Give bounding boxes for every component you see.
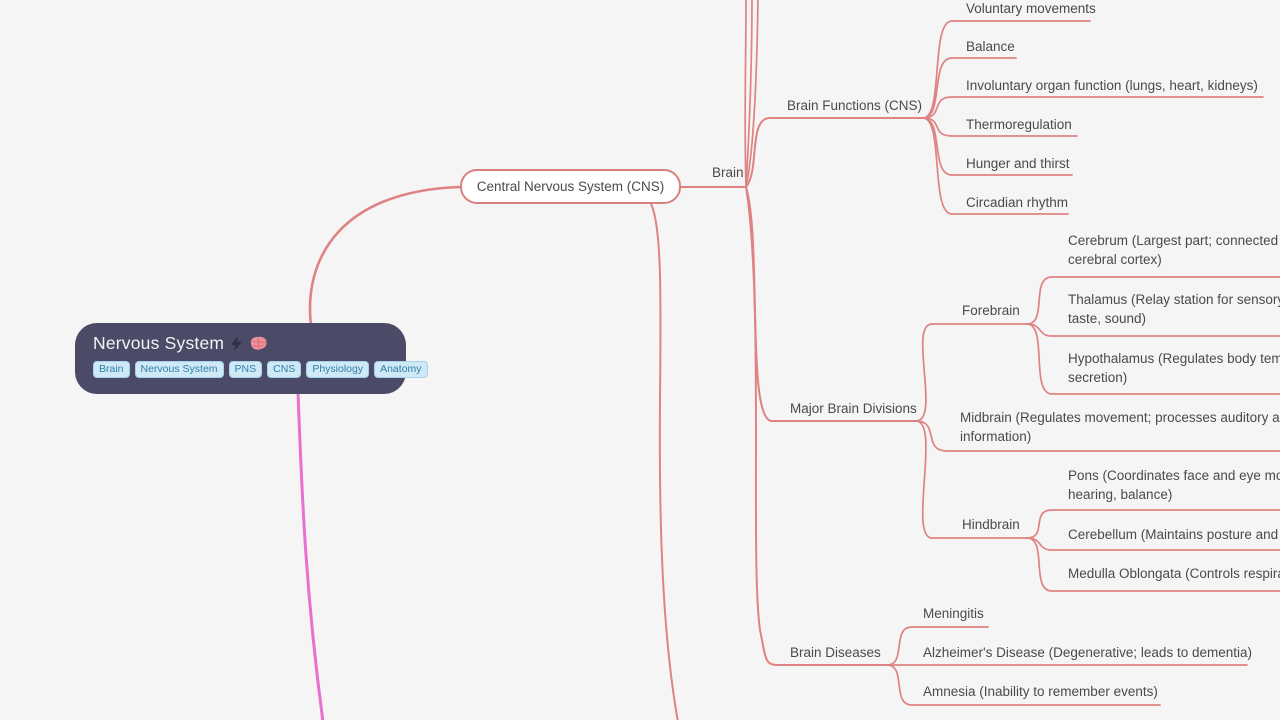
node-thalamus[interactable]: Thalamus (Relay station for sensory tast… (1068, 290, 1280, 328)
node-hypothalamus-line1: Hypothalamus (Regulates body tem (1068, 351, 1280, 366)
edge-cns-offscreen-bottom (649, 201, 679, 720)
node-forebrain[interactable]: Forebrain (962, 303, 1020, 318)
node-cerebrum[interactable]: Cerebrum (Largest part; connected b cere… (1068, 231, 1280, 269)
tag-physiology[interactable]: Physiology (306, 361, 370, 378)
edge-hind-medulla (1026, 537, 1280, 592)
edge-func-involuntary (922, 96, 1264, 119)
node-pons[interactable]: Pons (Coordinates face and eye mov heari… (1068, 466, 1280, 504)
node-thalamus-line1: Thalamus (Relay station for sensory (1068, 292, 1280, 307)
node-midbrain[interactable]: Midbrain (Regulates movement; processes … (960, 408, 1280, 446)
node-cerebrum-line2: cerebral cortex) (1068, 252, 1162, 267)
node-hypothalamus[interactable]: Hypothalamus (Regulates body tem secreti… (1068, 349, 1280, 387)
brain-icon (249, 335, 268, 352)
tag-brain[interactable]: Brain (93, 361, 130, 378)
node-involuntary-organ-function[interactable]: Involuntary organ function (lungs, heart… (966, 78, 1258, 93)
node-medulla-oblongata[interactable]: Medulla Oblongata (Controls respira (1068, 566, 1280, 581)
node-cerebellum[interactable]: Cerebellum (Maintains posture and (1068, 527, 1279, 542)
edge-dis-meningitis (886, 626, 989, 666)
edge-brain-diseases (745, 186, 888, 666)
node-balance[interactable]: Balance (966, 39, 1015, 54)
node-voluntary-movements[interactable]: Voluntary movements (966, 1, 1096, 16)
node-major-brain-divisions[interactable]: Major Brain Divisions (790, 401, 917, 416)
node-thalamus-line2: taste, sound) (1068, 311, 1147, 326)
edge-fore-hypothalamus (1026, 323, 1280, 395)
edge-brain-offscreen-top-2 (745, 0, 753, 188)
edge-div-forebrain (915, 323, 1028, 422)
edge-div-midbrain (915, 420, 1280, 452)
edge-func-voluntary (922, 20, 1091, 119)
root-tags: Brain Nervous System PNS CNS Physiology … (93, 361, 428, 378)
node-cerebrum-line1: Cerebrum (Largest part; connected b (1068, 233, 1280, 248)
node-thermoregulation[interactable]: Thermoregulation (966, 117, 1072, 132)
node-pons-line1: Pons (Coordinates face and eye mov (1068, 468, 1280, 483)
edge-func-circadian (922, 117, 1069, 215)
node-brain[interactable]: Brain (712, 165, 744, 180)
edge-root-cns (308, 185, 462, 328)
node-root[interactable]: Nervous System Brain Nervous System PNS … (75, 323, 428, 394)
node-cns[interactable]: Central Nervous System (CNS) (460, 169, 681, 204)
edge-brain-offscreen-top-1 (744, 0, 747, 188)
node-brain-diseases[interactable]: Brain Diseases (790, 645, 881, 660)
node-pons-line2: hearing, balance) (1068, 487, 1173, 502)
lightning-icon (231, 336, 243, 351)
edge-root-offscreen-bottom (296, 390, 325, 720)
node-alzheimers-disease[interactable]: Alzheimer's Disease (Degenerative; leads… (923, 645, 1252, 660)
edge-func-balance (922, 57, 1017, 119)
edge-brain-offscreen-top-3 (745, 0, 759, 188)
edge-brain-divisions (745, 186, 917, 422)
node-hindbrain[interactable]: Hindbrain (962, 517, 1020, 532)
tag-anatomy[interactable]: Anatomy (374, 361, 428, 378)
node-meningitis[interactable]: Meningitis (923, 606, 984, 621)
node-circadian-rhythm[interactable]: Circadian rhythm (966, 195, 1069, 210)
root-title: Nervous System (93, 333, 225, 353)
edge-div-hindbrain (915, 420, 1028, 539)
node-amnesia[interactable]: Amnesia (Inability to remember events) (923, 684, 1158, 699)
node-hunger-and-thirst[interactable]: Hunger and thirst (966, 156, 1070, 171)
tag-cns[interactable]: CNS (267, 361, 302, 378)
tag-pns[interactable]: PNS (228, 361, 263, 378)
edge-dis-amnesia (886, 664, 1161, 706)
edge-func-thermoregulation (922, 117, 1078, 137)
edge-brain-functions (745, 117, 924, 188)
node-midbrain-line1: Midbrain (Regulates movement; processes … (960, 410, 1280, 425)
edge-hind-pons (1026, 509, 1280, 539)
node-hypothalamus-line2: secretion) (1068, 370, 1128, 385)
node-brain-functions[interactable]: Brain Functions (CNS) (787, 98, 923, 113)
edge-fore-cerebrum (1026, 276, 1280, 325)
node-midbrain-line2: information) (960, 429, 1032, 444)
tag-nervous-system[interactable]: Nervous System (134, 361, 224, 378)
